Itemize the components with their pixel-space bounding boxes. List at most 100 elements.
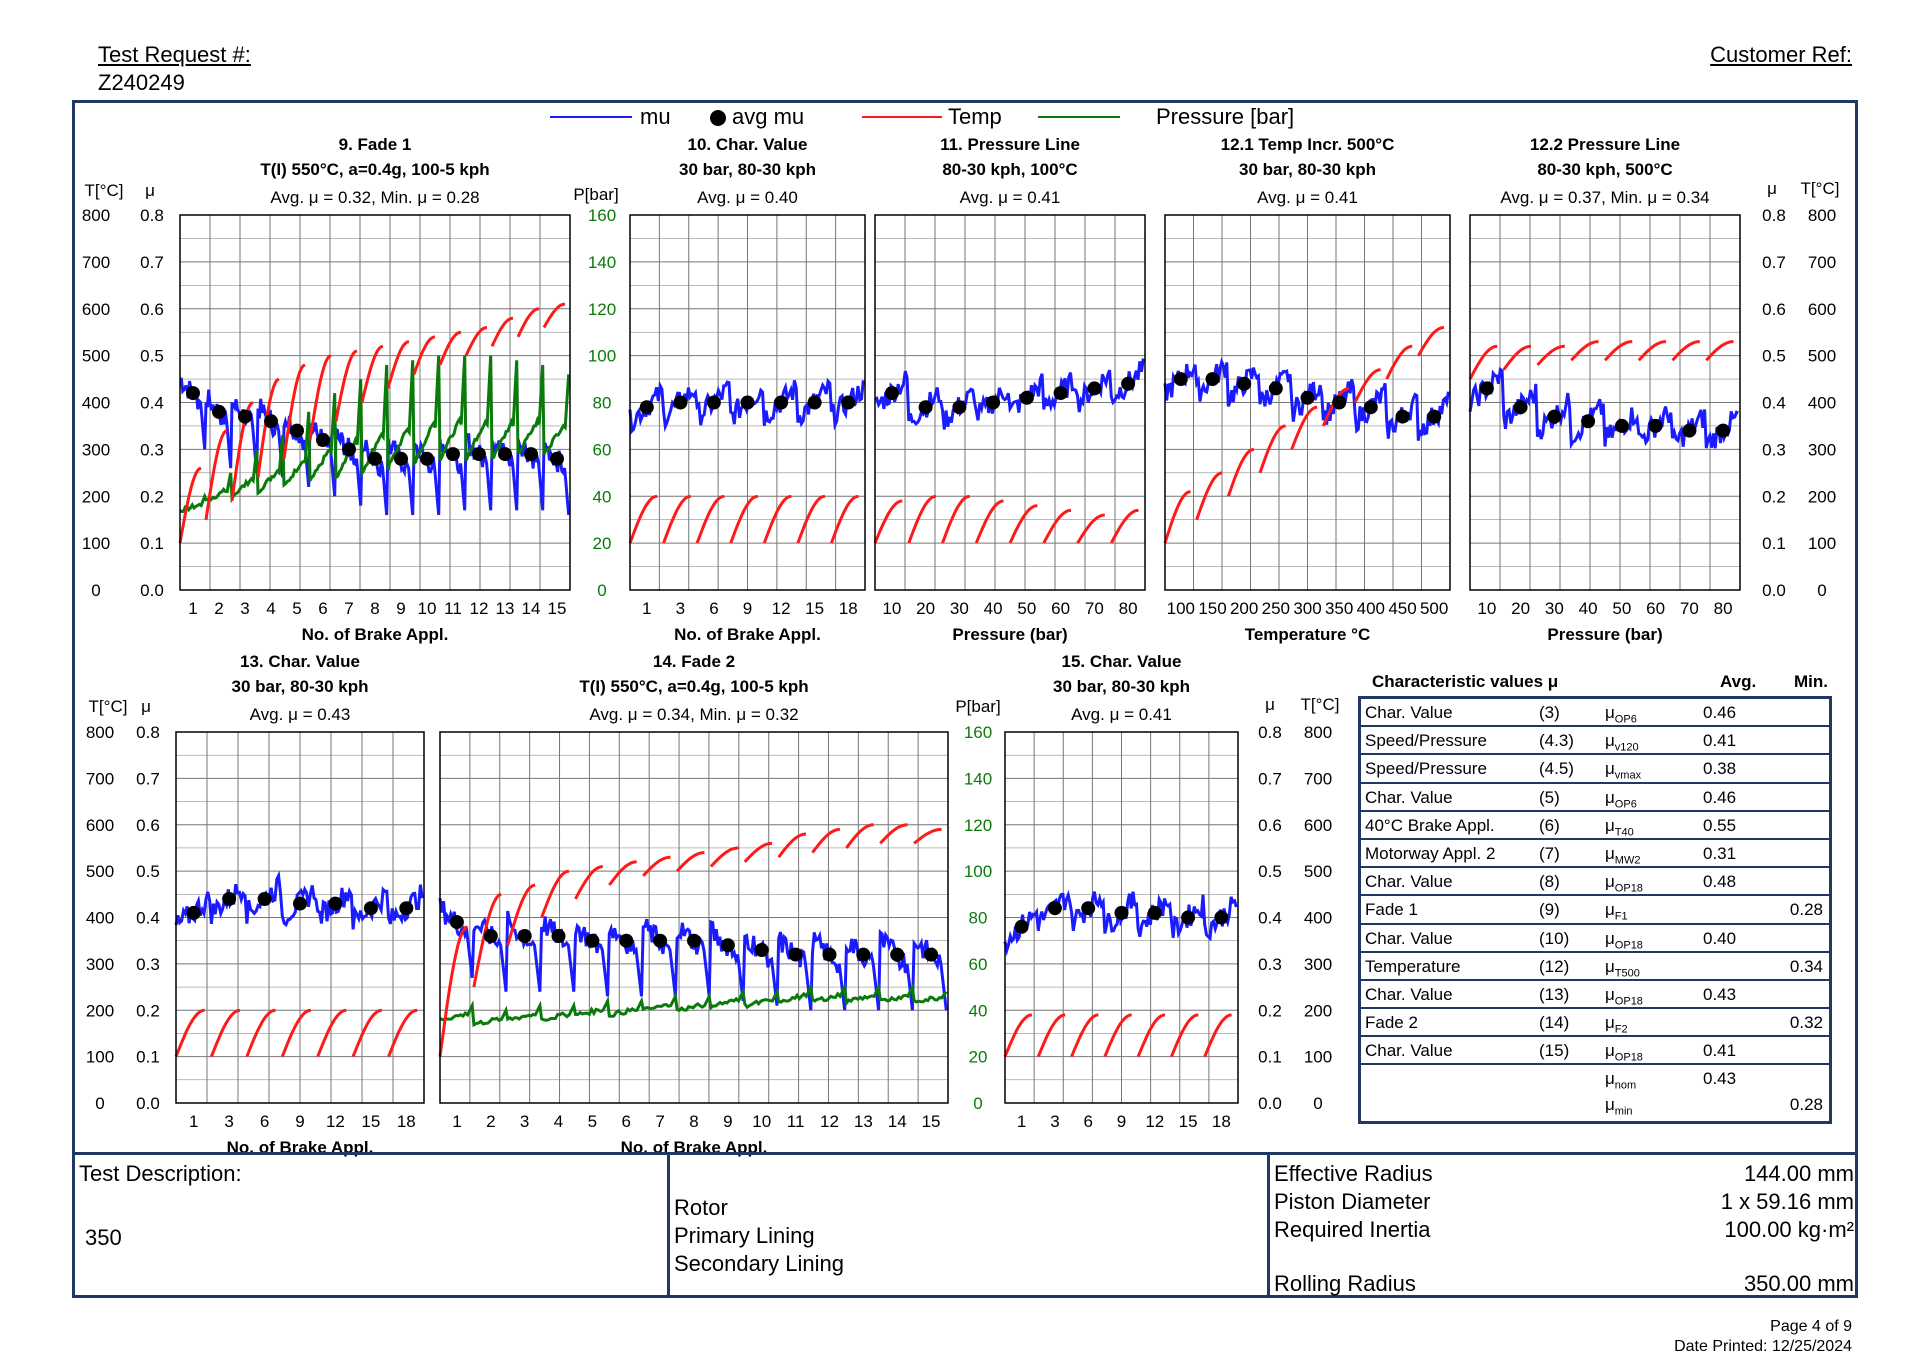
plot-border xyxy=(1469,214,1741,591)
char-value-name: Char. Value xyxy=(1365,872,1453,892)
plot-title: 9. Fade 1 xyxy=(339,135,412,154)
temp-axis-tick-right: 0 xyxy=(1313,1094,1322,1113)
pressure-axis-tick: 100 xyxy=(588,347,616,366)
plot-summary: Avg. μ = 0.37, Min. μ = 0.34 xyxy=(1500,188,1709,207)
temp-series-line xyxy=(334,349,358,422)
plot-summary: Avg. μ = 0.32, Min. μ = 0.28 xyxy=(270,188,479,207)
spec-rolling-radius-value: 350.00 mm xyxy=(1743,1271,1854,1296)
temp-series-line xyxy=(1163,490,1191,544)
char-value-symbol: μOP6 xyxy=(1605,703,1637,726)
x-tick-label: 14 xyxy=(522,599,541,618)
pressure-axis-tick: 20 xyxy=(969,1048,988,1067)
pressure-axis-tick: 140 xyxy=(964,769,992,788)
pressure-axis-tick: 120 xyxy=(964,816,992,835)
char-value-name: Speed/Pressure xyxy=(1365,731,1487,751)
x-tick-label: 14 xyxy=(888,1112,907,1131)
char-values-avg-header: Avg. xyxy=(1720,672,1757,691)
x-tick-label: 13 xyxy=(854,1112,873,1131)
pressure-axis-tick: 160 xyxy=(588,206,616,225)
mu-axis-tick: 0.2 xyxy=(140,487,164,506)
mu-axis-tick-right: 0.1 xyxy=(1258,1048,1282,1067)
avg-mu-point xyxy=(186,905,201,920)
temp-axis-tick: 400 xyxy=(82,394,110,413)
x-tick-label: 12 xyxy=(1145,1112,1164,1131)
specs-cell: Effective Radius 144.00 mm Piston Diamet… xyxy=(1270,1155,1856,1296)
char-value-symbol: μOP18 xyxy=(1605,928,1643,951)
avg-mu-point xyxy=(524,447,538,462)
x-tick-label: 1 xyxy=(1017,1112,1026,1131)
mu-axis-tick-right: 0.6 xyxy=(1258,816,1282,835)
pressure-axis-tick: 100 xyxy=(964,862,992,881)
char-value-avg: 0.40 xyxy=(1703,928,1737,948)
temp-series-line xyxy=(811,827,841,854)
x-tick-label: 60 xyxy=(1051,599,1070,618)
summary-symbol: μmin xyxy=(1605,1095,1633,1118)
pressure-axis-tick: 40 xyxy=(593,487,612,506)
temp-axis-tick: 500 xyxy=(86,862,114,881)
avg-mu-point xyxy=(293,896,307,911)
x-tick-label: 40 xyxy=(984,599,1003,618)
char-value-row: Char. Value (15) μOP18 0.41 xyxy=(1361,1037,1829,1066)
pressure-axis-tick: 20 xyxy=(593,534,612,553)
char-value-avg: 0.31 xyxy=(1703,843,1737,863)
plot-border xyxy=(874,214,1146,591)
char-value-avg: 0.46 xyxy=(1703,703,1737,722)
temp-axis-tick: 200 xyxy=(86,1001,114,1020)
mu-axis-tick: 0.6 xyxy=(136,816,160,835)
plot-p13 xyxy=(174,731,425,1104)
avg-mu-point xyxy=(1547,409,1562,424)
temp-series-line xyxy=(941,494,971,544)
mu-axis-tick: 0.0 xyxy=(136,1094,160,1113)
x-tick-label: 80 xyxy=(1714,599,1733,618)
char-value-avg: 0.48 xyxy=(1703,872,1737,892)
temp-series-line xyxy=(542,302,566,329)
char-value-avg: 0.41 xyxy=(1703,731,1737,751)
avg-mu-point xyxy=(238,409,252,424)
avg-mu-point xyxy=(1268,381,1283,396)
x-tick-label: 500 xyxy=(1420,599,1448,618)
avg-mu-point xyxy=(720,938,735,953)
temp-axis-tick: 600 xyxy=(86,816,114,835)
temp-series-line xyxy=(907,494,937,544)
spec-piston-diameter-label: Piston Diameter xyxy=(1274,1189,1431,1214)
x-tick-label: 1 xyxy=(189,1112,198,1131)
temp-series-line xyxy=(280,1008,312,1058)
x-tick-label: 15 xyxy=(361,1112,380,1131)
x-tick-label: 6 xyxy=(318,599,327,618)
x-tick-label: 3 xyxy=(224,1112,233,1131)
pressure-axis-tick: 140 xyxy=(588,253,616,272)
temp-axis-tick-right: 300 xyxy=(1808,440,1836,459)
plot-border xyxy=(439,731,949,1104)
pressure-axis-tick: 80 xyxy=(969,909,988,928)
avg-mu-point xyxy=(585,933,600,948)
x-tick-label: 70 xyxy=(1680,599,1699,618)
pressure-axis-tick: 80 xyxy=(593,394,612,413)
char-value-section: (4.3) xyxy=(1539,731,1574,751)
x-tick-label: 7 xyxy=(344,599,353,618)
mu-axis-tick-right: 0.1 xyxy=(1762,534,1786,553)
mu-axis-tick-right: 0.8 xyxy=(1762,206,1786,225)
temp-axis-tick-right: 200 xyxy=(1304,1001,1332,1020)
avg-mu-point xyxy=(807,395,822,410)
x-tick-label: 5 xyxy=(292,599,301,618)
plot-title: 10. Char. Value xyxy=(687,135,807,154)
temp-series-line xyxy=(387,1008,418,1058)
avg-mu-point xyxy=(1205,372,1220,387)
avg-mu-point xyxy=(740,395,755,410)
char-value-row: Char. Value (10) μOP18 0.40 xyxy=(1361,925,1829,953)
x-tick-label: 200 xyxy=(1230,599,1258,618)
x-tick-label: 10 xyxy=(882,599,901,618)
temp-axis-tick: 800 xyxy=(82,206,110,225)
mu-axis-tick-right: 0.2 xyxy=(1762,487,1786,506)
temp-series-line xyxy=(256,377,280,478)
temp-axis-tick-right: 400 xyxy=(1304,909,1332,928)
mu-axis-tick-right: 0.7 xyxy=(1258,769,1282,788)
plot-p9 xyxy=(178,214,571,591)
summary-min: 0.28 xyxy=(1789,1095,1823,1115)
x-tick-label: 1 xyxy=(188,599,197,618)
char-value-section: (14) xyxy=(1539,1013,1570,1033)
avg-mu-point xyxy=(687,933,701,948)
char-value-section: (12) xyxy=(1539,956,1570,976)
plot-title: 15. Char. Value xyxy=(1061,652,1181,671)
mu-axis-tick-right: 0.0 xyxy=(1258,1094,1282,1113)
